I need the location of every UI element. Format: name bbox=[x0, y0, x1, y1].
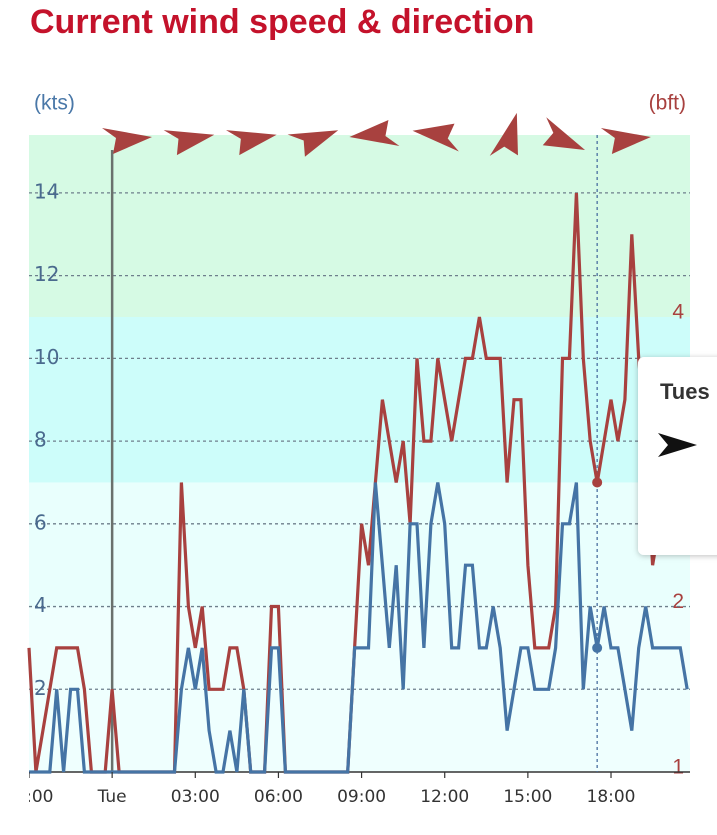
direction-arrow bbox=[600, 128, 651, 154]
beaufort-band bbox=[29, 135, 690, 317]
direction-arrow bbox=[349, 120, 400, 146]
direction-arrow bbox=[102, 128, 153, 154]
direction-arrow bbox=[412, 123, 459, 152]
x-tick-label: 15:00 bbox=[503, 787, 552, 807]
lines bbox=[27, 135, 689, 774]
y-tick-label: 10 bbox=[34, 345, 59, 369]
direction-arrow bbox=[542, 117, 586, 150]
x-tick-label: 21:00 bbox=[5, 787, 54, 807]
x-tick-label: Tue bbox=[97, 787, 127, 807]
x-axis: 21:00 Tue 03:00 06:00 09:00 12:00 15:00 18:00 bbox=[5, 772, 636, 807]
direction-arrow bbox=[489, 112, 518, 156]
chart-title: Current wind speed & direction bbox=[30, 3, 534, 41]
y2-axis-label: (bft) bbox=[649, 92, 686, 115]
series-line bbox=[29, 482, 689, 774]
bft-label: 2 bbox=[672, 590, 684, 613]
x-tick-label: 18:00 bbox=[587, 787, 636, 807]
direction-arrow bbox=[226, 130, 277, 156]
y-tick-label: 2 bbox=[34, 676, 47, 700]
direction-arrows bbox=[102, 112, 651, 157]
tooltip-box bbox=[638, 357, 717, 555]
tooltip: Tues bbox=[638, 357, 717, 555]
x-tick-label: 03:00 bbox=[171, 787, 220, 807]
y-tick-label: 12 bbox=[34, 262, 59, 286]
bft-label: 4 bbox=[672, 300, 684, 323]
y-tick-label: 4 bbox=[34, 593, 47, 617]
x-tick-label: 06:00 bbox=[254, 787, 303, 807]
tooltip-title: Tues bbox=[660, 379, 710, 404]
cursor-marker bbox=[592, 477, 603, 488]
x-tick-label: 12:00 bbox=[420, 787, 469, 807]
y-tick-label: 14 bbox=[34, 179, 59, 203]
bft-label: 1 bbox=[672, 755, 684, 778]
y-tick-label: 8 bbox=[34, 428, 47, 452]
direction-arrow bbox=[163, 130, 215, 156]
direction-arrow bbox=[287, 130, 339, 157]
x-tick-label: 09:00 bbox=[337, 787, 386, 807]
y-axis-label: (kts) bbox=[34, 92, 75, 115]
beaufort-band bbox=[29, 317, 690, 483]
tooltip-arrow bbox=[658, 433, 697, 457]
y-tick-label: 6 bbox=[34, 510, 47, 534]
cursor-marker bbox=[592, 642, 603, 653]
